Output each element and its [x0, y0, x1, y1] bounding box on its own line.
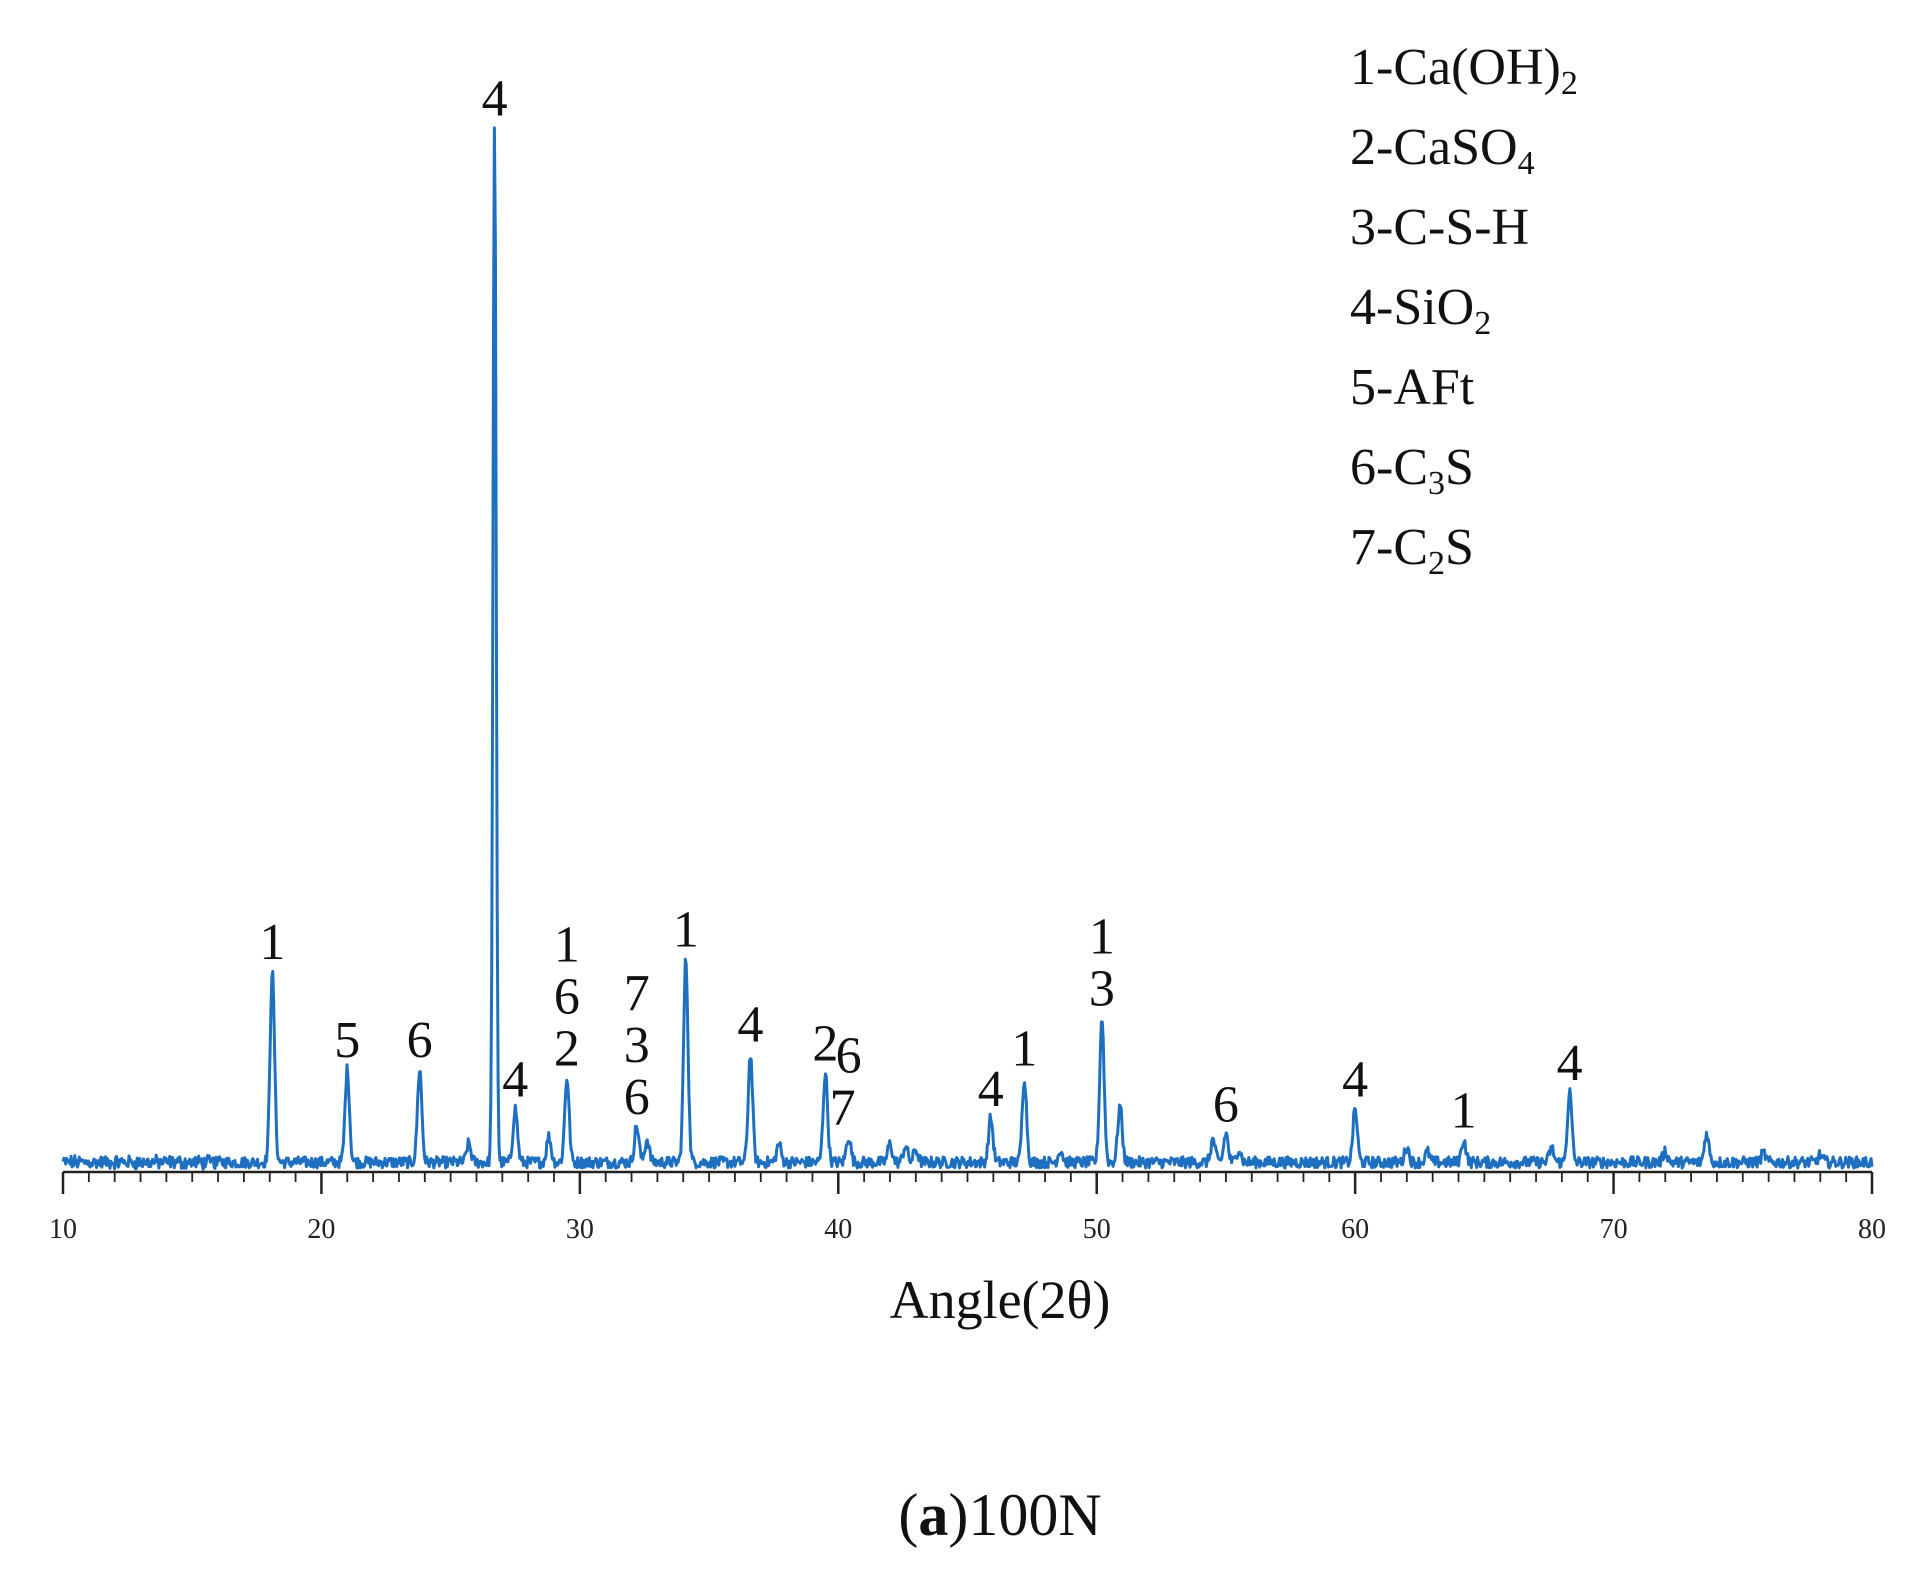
x-tick-label: 50 [1083, 1214, 1111, 1245]
x-tick-label: 10 [49, 1214, 77, 1245]
peak-label: 1 [259, 914, 285, 971]
peak-label: 7 [624, 965, 650, 1022]
peak-label: 3 [1089, 960, 1115, 1017]
legend-entry: 7-C2S [1350, 519, 1474, 582]
legend-entry: 3-C-S-H [1350, 199, 1529, 256]
legend-entry: 5-AFt [1350, 359, 1475, 416]
x-axis-tick-labels: 10 20 30 40 50 60 70 80 [49, 1214, 1886, 1245]
peak-label: 1 [1089, 908, 1115, 965]
peak-label: 1 [1451, 1083, 1477, 1140]
peak-label: 6 [407, 1012, 433, 1069]
x-tick-label: 70 [1600, 1214, 1628, 1245]
legend-entry: 4-SiO2 [1350, 279, 1491, 342]
legend-entry: 2-CaSO4 [1350, 119, 1535, 182]
peak-label: 6 [1213, 1076, 1239, 1133]
peak-label: 4 [502, 1051, 528, 1108]
x-axis-title: Angle(2θ) [890, 1270, 1111, 1330]
peak-label: 6 [836, 1027, 862, 1084]
peak-label: 3 [624, 1017, 650, 1074]
legend-entry: 6-C3S [1350, 439, 1474, 502]
peak-label: 2 [554, 1020, 580, 1077]
peak-label: 7 [830, 1079, 856, 1136]
peak-label: 4 [1342, 1051, 1368, 1108]
x-tick-label: 80 [1858, 1214, 1886, 1245]
peak-label: 1 [554, 916, 580, 973]
x-tick-label: 60 [1341, 1214, 1369, 1245]
peak-label: 4 [482, 70, 508, 127]
peak-label: 1 [1011, 1020, 1037, 1077]
legend-entry: 1-Ca(OH)2 [1350, 39, 1578, 102]
peak-label: 6 [554, 968, 580, 1025]
x-axis-ticks [61, 1172, 1874, 1194]
phase-legend: 1-Ca(OH)2 2-CaSO4 3-C-S-H 4-SiO2 5-AFt 6-C3S 7… [1350, 39, 1578, 582]
peak-label: 2 [812, 1015, 838, 1072]
x-tick-label: 20 [307, 1214, 335, 1245]
peak-label: 5 [334, 1012, 360, 1069]
peak-label: 4 [737, 997, 763, 1054]
figure-caption: (a)100N [898, 1482, 1101, 1548]
x-tick-label: 30 [566, 1214, 594, 1245]
peak-label: 4 [978, 1061, 1004, 1118]
caption-text: 100N [968, 1482, 1101, 1548]
peak-label: 1 [673, 901, 699, 958]
x-tick-label: 40 [824, 1214, 852, 1245]
peak-label: 4 [1557, 1035, 1583, 1092]
xrd-pattern-line [61, 126, 1874, 1171]
caption-letter: a [918, 1482, 948, 1548]
peak-label: 6 [624, 1069, 650, 1126]
